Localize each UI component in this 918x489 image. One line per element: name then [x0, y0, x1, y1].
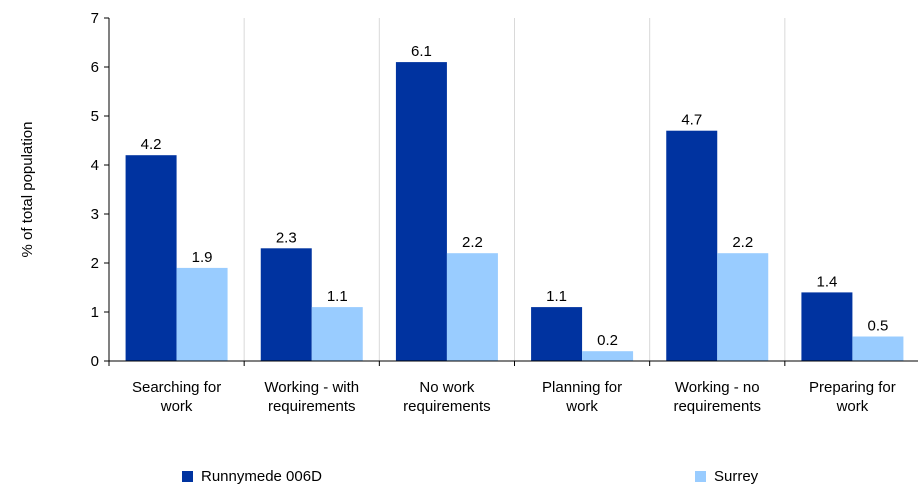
bar-series-2 — [176, 267, 228, 361]
x-category-label: Working - with — [264, 379, 359, 396]
data-label: 4.2 — [141, 136, 162, 153]
legend-label-series-1: Runnymede 006D — [201, 468, 322, 485]
y-tick-label: 4 — [91, 157, 99, 174]
bar-series-1 — [666, 130, 718, 361]
y-tick-label: 3 — [91, 206, 99, 223]
legend-swatch-series-1 — [182, 471, 193, 482]
bar-series-2 — [311, 307, 363, 361]
x-category-label: No work — [419, 379, 475, 396]
legend-swatch-series-2 — [695, 471, 706, 482]
x-category-label: work — [160, 398, 193, 415]
legend: Runnymede 006D Surrey — [0, 468, 918, 488]
bar-series-2 — [446, 253, 498, 361]
bar-series-2 — [717, 253, 769, 361]
grid-layer — [243, 18, 786, 361]
x-category-label: work — [836, 398, 869, 415]
x-category-label: Working - no — [675, 379, 760, 396]
x-category-label: Planning for — [542, 379, 622, 396]
data-label: 1.1 — [546, 288, 567, 305]
bar-series-1 — [125, 155, 177, 361]
axis-layer: 0 1 2 3 4 5 6 7 — [91, 10, 918, 370]
legend-item-series-1: Runnymede 006D — [182, 468, 322, 485]
data-label: 2.2 — [732, 234, 753, 251]
y-tick-label: 1 — [91, 304, 99, 321]
y-axis-title: % of total population — [19, 122, 36, 258]
bar-series-1 — [260, 248, 312, 361]
data-label: 4.7 — [681, 112, 702, 129]
y-tick-label: 7 — [91, 10, 99, 27]
x-category-label: requirements — [403, 398, 491, 415]
bar-series-2 — [582, 351, 634, 361]
y-tick-label: 2 — [91, 255, 99, 272]
y-tick-label: 5 — [91, 108, 99, 125]
data-label: 2.2 — [462, 234, 483, 251]
data-label: 2.3 — [276, 229, 297, 246]
data-label: 1.4 — [816, 273, 837, 290]
data-label: 0.5 — [867, 318, 888, 335]
x-category-label: requirements — [268, 398, 356, 415]
data-label: 6.1 — [411, 43, 432, 60]
bar-series-2 — [852, 336, 904, 361]
x-category-label: Preparing for — [809, 379, 896, 396]
x-category-label: Searching for — [132, 379, 221, 396]
bar-series-1 — [395, 62, 447, 361]
data-label: 1.1 — [327, 288, 348, 305]
data-label: 0.2 — [597, 332, 618, 349]
legend-label-series-2: Surrey — [714, 468, 759, 485]
y-tick-label: 6 — [91, 59, 99, 76]
data-label: 1.9 — [192, 249, 213, 266]
x-category-label: work — [565, 398, 598, 415]
bar-series-1 — [531, 307, 583, 361]
y-tick-label: 0 — [91, 353, 99, 370]
x-category-label: requirements — [673, 398, 761, 415]
legend-item-series-2: Surrey — [695, 468, 758, 485]
bar-series-1 — [801, 292, 853, 361]
labels-layer: 4.2 1.9 Searching for work 2.3 1.1 Working - w… — [132, 43, 896, 415]
bars-layer — [125, 62, 904, 361]
